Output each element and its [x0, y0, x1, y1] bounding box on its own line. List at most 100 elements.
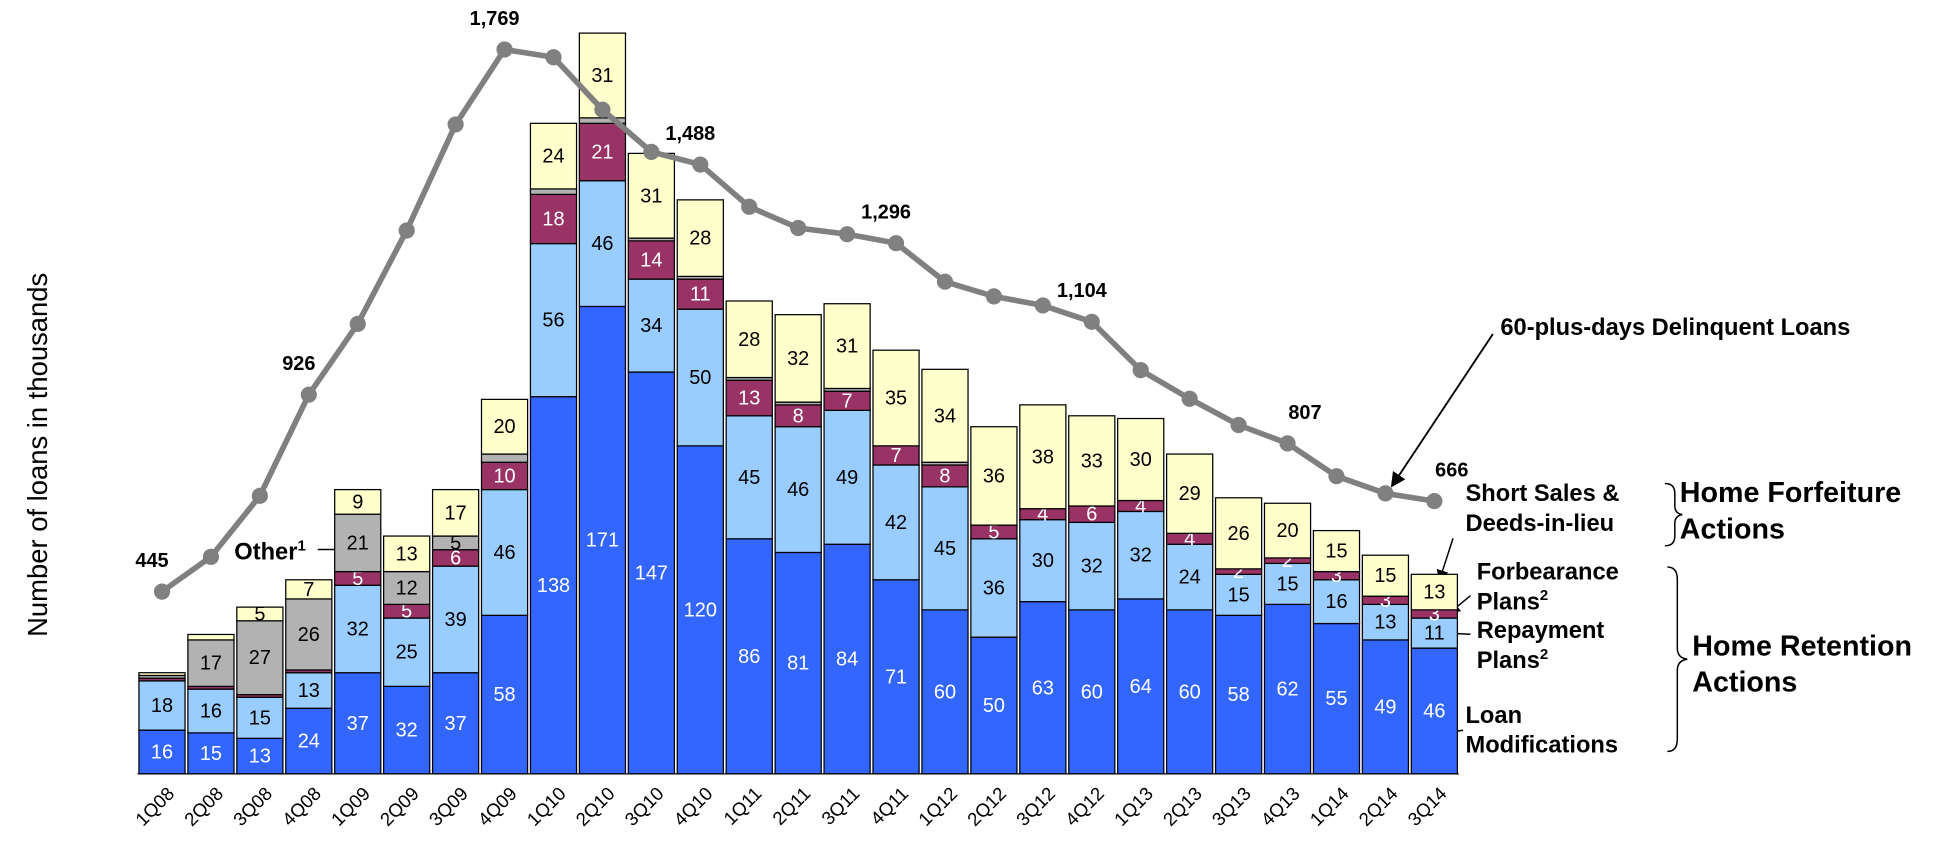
data-label: 36 — [983, 578, 1005, 600]
series-name: Loan Modifications — [1465, 702, 1619, 759]
line-label: 1,104 — [1057, 280, 1107, 302]
series-label: 60-plus-days Delinquent Loans — [1500, 314, 1944, 344]
data-label: 16 — [200, 701, 222, 723]
series-label: Short Sales & Deeds-in-lieu — [1465, 480, 1652, 540]
data-label: 3 — [1331, 565, 1342, 587]
data-label: 60 — [1179, 681, 1201, 703]
data-label: 49 — [1374, 696, 1396, 718]
bar-segment — [970, 636, 1018, 775]
bar-segment — [480, 398, 529, 455]
data-label: 18 — [542, 209, 564, 231]
data-label: 34 — [640, 315, 662, 337]
x-tick-label: 4Q13 — [1257, 783, 1304, 830]
bar-segment — [529, 396, 578, 775]
line-label: 807 — [1288, 402, 1321, 424]
bar-segment — [285, 672, 333, 709]
data-label: 13 — [738, 388, 760, 410]
bar-segment — [921, 368, 969, 463]
bar-segment — [872, 464, 920, 581]
bar-segment — [970, 538, 1018, 638]
data-label: 31 — [836, 336, 858, 358]
bar-segment — [1214, 497, 1263, 570]
bar-segment — [138, 672, 186, 677]
bar-segment — [627, 371, 676, 775]
bar-segment — [578, 180, 627, 308]
data-label: 58 — [493, 684, 515, 706]
data-label: 11 — [690, 284, 711, 306]
line-point — [936, 273, 954, 290]
data-label: 21 — [347, 532, 369, 554]
bar-segment — [823, 409, 871, 545]
data-label: 171 — [586, 530, 619, 552]
data-label: 29 — [1179, 483, 1201, 505]
line-point — [790, 219, 807, 237]
data-label: 7 — [303, 579, 314, 601]
data-label: 30 — [1032, 550, 1054, 572]
data-label: 46 — [1423, 701, 1445, 723]
bar-segment — [774, 551, 822, 775]
data-label: 15 — [1374, 565, 1396, 587]
data-label: 12 — [396, 578, 418, 600]
bar-segment — [1165, 609, 1214, 775]
line-label: 666 — [1435, 460, 1468, 482]
data-label: 32 — [1081, 556, 1103, 578]
brace — [1664, 482, 1683, 547]
series-sup: 2 — [1539, 586, 1549, 604]
data-label: 24 — [542, 146, 564, 168]
series-name: Other — [234, 539, 298, 566]
data-label: 49 — [836, 467, 858, 489]
line-point — [1328, 468, 1345, 485]
data-label: 31 — [640, 185, 662, 207]
data-label: 86 — [738, 646, 760, 668]
bar-segment — [1019, 404, 1067, 510]
data-label: 71 — [885, 666, 907, 688]
data-label: 36 — [983, 465, 1005, 487]
data-label: 13 — [396, 543, 418, 565]
data-label: 35 — [885, 388, 907, 410]
x-tick-label: 1Q10 — [523, 783, 570, 830]
bar-segment — [383, 535, 431, 573]
data-label: 45 — [934, 538, 956, 560]
x-tick-label: 1Q08 — [131, 783, 178, 830]
data-label: 24 — [298, 731, 320, 753]
x-tick-label: 4Q09 — [474, 783, 521, 830]
data-label: 3 — [1380, 590, 1391, 612]
data-label: 32 — [347, 619, 369, 641]
line-point — [398, 222, 415, 239]
line-point — [496, 41, 513, 58]
data-label: 15 — [1228, 584, 1250, 606]
line-point — [594, 101, 611, 118]
x-tick-label: 2Q11 — [768, 783, 814, 829]
bar-segment — [1117, 417, 1165, 502]
bar-segment — [1117, 510, 1165, 600]
bar-segment — [236, 606, 284, 622]
data-label: 2 — [1282, 550, 1293, 572]
bar-segment — [285, 598, 333, 671]
x-tick-label: 1Q12 — [914, 783, 961, 830]
data-label: 30 — [1130, 449, 1152, 471]
data-label: 6 — [1086, 504, 1097, 526]
line-point — [985, 288, 1003, 305]
bar-segment — [1068, 521, 1116, 611]
line-point — [692, 156, 709, 173]
bar-segment — [1019, 519, 1067, 603]
line-point — [300, 386, 317, 403]
group-label: Home Retention Actions — [1692, 629, 1913, 698]
x-tick-label: 3Q09 — [425, 783, 472, 830]
data-label: 8 — [793, 405, 804, 427]
data-label: 84 — [836, 649, 858, 671]
series-sup: 1 — [297, 536, 306, 555]
data-label: 4 — [1184, 528, 1195, 550]
line-point — [202, 548, 220, 565]
data-label: 15 — [200, 743, 222, 765]
series-sup: 2 — [1539, 645, 1549, 663]
bar-segment — [1312, 529, 1361, 573]
line-point — [741, 198, 758, 215]
data-label: 13 — [1423, 582, 1445, 604]
line-point — [1132, 362, 1149, 379]
line-point — [1377, 485, 1394, 502]
x-tick-label: 3Q10 — [620, 783, 667, 830]
series-label: Repayment Plans2 — [1477, 617, 1664, 677]
bar-segment — [138, 729, 186, 775]
series-name: 60-plus-days Delinquent Loans — [1500, 315, 1851, 342]
